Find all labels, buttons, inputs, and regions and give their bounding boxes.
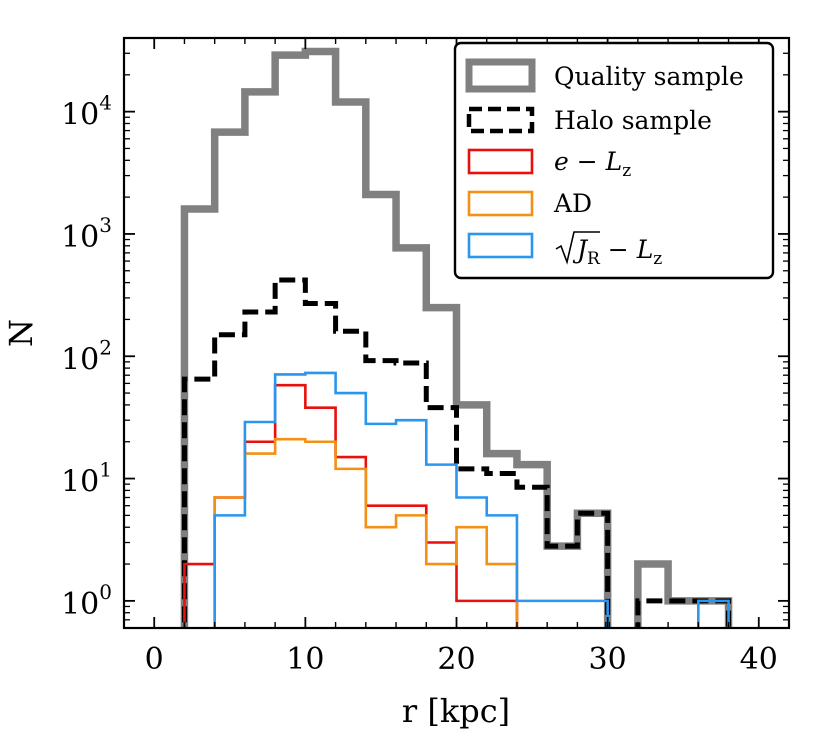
x-tick-label-0: 0 xyxy=(145,642,164,677)
series-halo-sample xyxy=(181,277,732,628)
x-tick-label-10: 10 xyxy=(286,642,324,677)
legend-swatch-ad xyxy=(467,190,534,217)
legend-box xyxy=(453,41,775,280)
series-halo-sample-outline xyxy=(181,277,732,628)
x-tick-label-30: 30 xyxy=(589,642,627,677)
y-tick-label-3: 103 xyxy=(61,213,112,255)
y-tick-label-4: 104 xyxy=(61,91,112,133)
series-sqrt-jr-lz xyxy=(213,371,730,628)
legend-label-ad: AD xyxy=(553,189,592,218)
legend-label-e-lz: e − Lz xyxy=(554,147,631,181)
legend-label-halo-sample: Halo sample xyxy=(554,106,712,135)
legend-label-sqrt-jr-lz: JR − Lz xyxy=(572,235,662,269)
legend-swatch-e-lz xyxy=(467,148,534,175)
series-quality-sample xyxy=(180,47,733,628)
x-tick-label-20: 20 xyxy=(437,642,475,677)
x-tick-label-40: 40 xyxy=(740,642,778,677)
legend-swatch-halo-sample xyxy=(466,106,535,134)
legend: Quality sample Halo sample e − Lz AD JR … xyxy=(453,41,775,280)
legend-swatch-quality-sample xyxy=(465,58,536,93)
legend-swatch-sqrt-jr-lz xyxy=(467,232,534,259)
y-tick-label-1: 101 xyxy=(61,458,112,500)
y-axis-title: N xyxy=(2,319,40,347)
tick-layer: 0 10 20 30 40 100 101 102 103 104 xyxy=(61,37,789,677)
legend-sqrt-sign xyxy=(555,231,600,265)
legend-label-quality-sample: Quality sample xyxy=(554,62,744,91)
series-ad xyxy=(213,437,519,628)
series-sqrt-jr-lz-outline xyxy=(213,371,730,628)
series-layer xyxy=(180,47,733,628)
series-ad-outline xyxy=(213,437,519,628)
x-axis-title: r [kpc] xyxy=(402,692,510,730)
y-tick-label-0: 100 xyxy=(61,580,112,622)
series-quality-sample-outline xyxy=(180,47,733,628)
y-tick-label-2: 102 xyxy=(61,335,112,377)
